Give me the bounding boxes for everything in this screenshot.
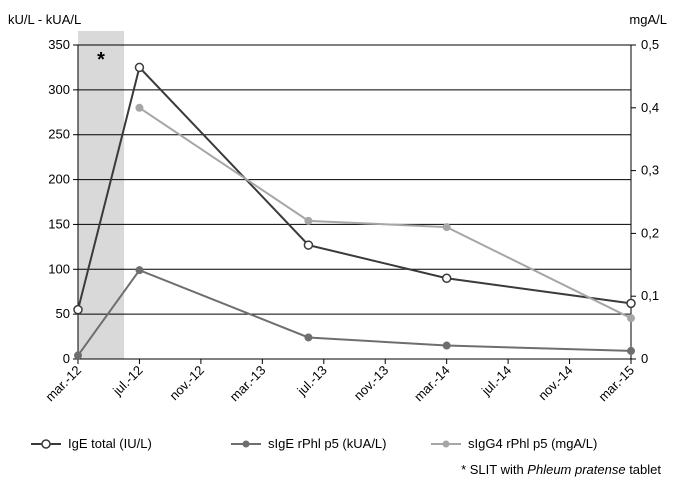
x-axis-ticks: mar.-12 jul.-12 nov.-12 mar.-13 jul.-13 nov.-… bbox=[42, 359, 637, 404]
x-tick-label: jul.-13 bbox=[294, 363, 330, 399]
right-tick-label: 0,5 bbox=[641, 37, 659, 52]
x-tick-label: nov.-13 bbox=[351, 363, 392, 404]
left-axis-ticks: 0 50 100 150 200 250 300 350 bbox=[48, 37, 78, 366]
series-line-2 bbox=[77, 268, 632, 356]
left-tick-label: 200 bbox=[48, 172, 70, 187]
legend-label: IgE total (IU/L) bbox=[68, 436, 152, 451]
right-tick-label: 0,3 bbox=[641, 163, 659, 178]
series-line-3 bbox=[138, 106, 632, 320]
right-tick-label: 0,4 bbox=[641, 100, 659, 115]
shaded-region-marker: * bbox=[97, 49, 105, 71]
legend-swatch bbox=[431, 440, 461, 447]
y-left-axis-label: kU/L - kUA/L bbox=[8, 12, 81, 27]
data-point-3 bbox=[304, 216, 313, 225]
right-tick-label: 0,2 bbox=[641, 225, 659, 240]
x-tick-label: nov.-14 bbox=[535, 363, 576, 404]
legend: IgE total (IU/L) sIgE rPhl p5 (kUA/L) sIgG… bbox=[30, 436, 670, 456]
right-tick-label: 0 bbox=[641, 351, 648, 366]
data-point-2 bbox=[627, 346, 635, 355]
data-point-3 bbox=[442, 223, 451, 232]
x-tick-label: mar.-12 bbox=[42, 363, 84, 405]
x-tick-label: mar.-13 bbox=[227, 363, 269, 405]
x-tick-label: jul.-14 bbox=[478, 363, 514, 399]
left-tick-label: 50 bbox=[56, 306, 70, 321]
series-layer bbox=[73, 62, 636, 360]
right-axis-ticks: 0 0,1 0,2 0,3 0,4 0,5 bbox=[631, 37, 659, 366]
legend-item-1: IgE total (IU/L) bbox=[30, 436, 152, 451]
left-tick-label: 250 bbox=[48, 127, 70, 142]
data-point-1 bbox=[441, 273, 452, 284]
legend-label: sIgE rPhl p5 (kUA/L) bbox=[268, 436, 387, 451]
x-tick-label: mar.-14 bbox=[411, 363, 453, 405]
left-tick-label: 150 bbox=[48, 216, 70, 231]
left-tick-label: 0 bbox=[63, 351, 70, 366]
legend-label: sIgG4 rPhl p5 (mgA/L) bbox=[468, 436, 598, 451]
x-tick-label: mar.-15 bbox=[595, 363, 637, 405]
x-tick-label: jul.-12 bbox=[109, 363, 145, 399]
axes bbox=[77, 45, 632, 360]
legend-swatch bbox=[31, 438, 61, 449]
right-tick-label: 0,1 bbox=[641, 288, 659, 303]
left-tick-label: 350 bbox=[48, 37, 70, 52]
data-point-3 bbox=[627, 314, 635, 323]
left-tick-label: 300 bbox=[48, 82, 70, 97]
data-point-1 bbox=[626, 298, 636, 309]
legend-item-2: sIgE rPhl p5 (kUA/L) bbox=[230, 436, 387, 451]
y-right-axis-label: mgA/L bbox=[629, 12, 667, 27]
footnote-prefix: * SLIT with bbox=[461, 462, 528, 477]
data-point-2 bbox=[135, 266, 144, 275]
data-point-1 bbox=[73, 304, 83, 315]
footnote: * SLIT with Phleum pratense tablet bbox=[461, 462, 661, 477]
gridlines bbox=[78, 44, 631, 315]
footnote-italic: Phleum pratense bbox=[527, 462, 626, 477]
footnote-suffix: tablet bbox=[625, 462, 661, 477]
data-point-1 bbox=[303, 240, 314, 250]
data-point-2 bbox=[442, 341, 451, 350]
x-tick-label: nov.-12 bbox=[166, 363, 207, 404]
legend-swatch bbox=[231, 440, 261, 447]
data-point-2 bbox=[304, 333, 313, 342]
legend-item-3: sIgG4 rPhl p5 (mgA/L) bbox=[430, 436, 597, 451]
data-point-3 bbox=[135, 103, 144, 112]
data-point-1 bbox=[134, 62, 145, 73]
left-tick-label: 100 bbox=[48, 261, 70, 276]
shaded-region bbox=[78, 31, 125, 359]
series-line-1 bbox=[77, 65, 632, 310]
data-point-2 bbox=[74, 351, 82, 360]
